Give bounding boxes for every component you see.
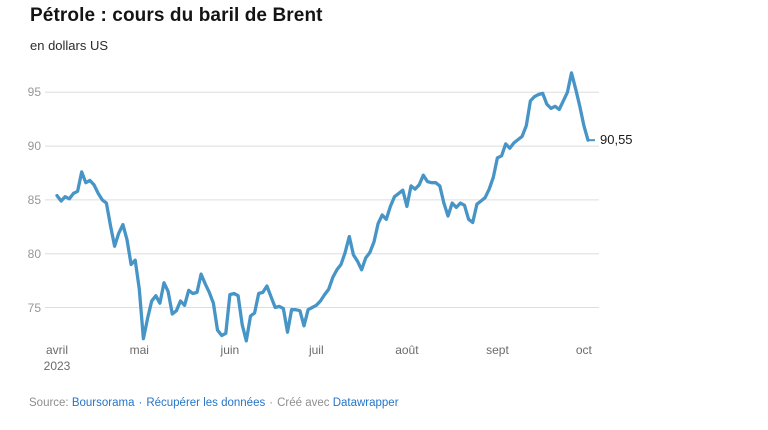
x-axis-year-label: 2023 [43,359,71,373]
x-axis-tick-label: mai [129,343,149,357]
separator-icon: · [138,397,143,409]
x-axis-tick-label: avril [45,343,68,357]
y-axis-tick-label: 80 [27,246,41,261]
chart-subtitle: en dollars US [30,38,109,53]
chart-title: Pétrole : cours du baril de Brent [30,5,323,26]
datawrapper-link[interactable]: Datawrapper [332,397,399,409]
x-axis-tick-label: oct [575,343,592,357]
price-line [55,71,590,343]
y-axis-tick-label: 75 [27,300,41,315]
y-axis-tick-label: 95 [27,85,41,100]
y-axis-tick-label: 90 [27,139,41,154]
x-axis-tick-label: sept [486,343,509,357]
x-axis-tick-label: juin [220,343,240,357]
source-link[interactable]: Boursorama [71,397,135,409]
y-axis-tick-label: 85 [27,192,41,207]
x-axis-tick-label: juil [308,343,324,357]
separator-icon: · [269,397,274,409]
created-with-text: Créé avec [277,397,333,409]
x-axis-tick-label: août [395,343,419,357]
download-data-link[interactable]: Récupérer les données [146,397,266,409]
footer: Source: Boursorama · Récupérer les données… [29,397,399,409]
source-prefix: Source: [29,397,72,409]
last-value-label: 90,55 [600,132,633,148]
